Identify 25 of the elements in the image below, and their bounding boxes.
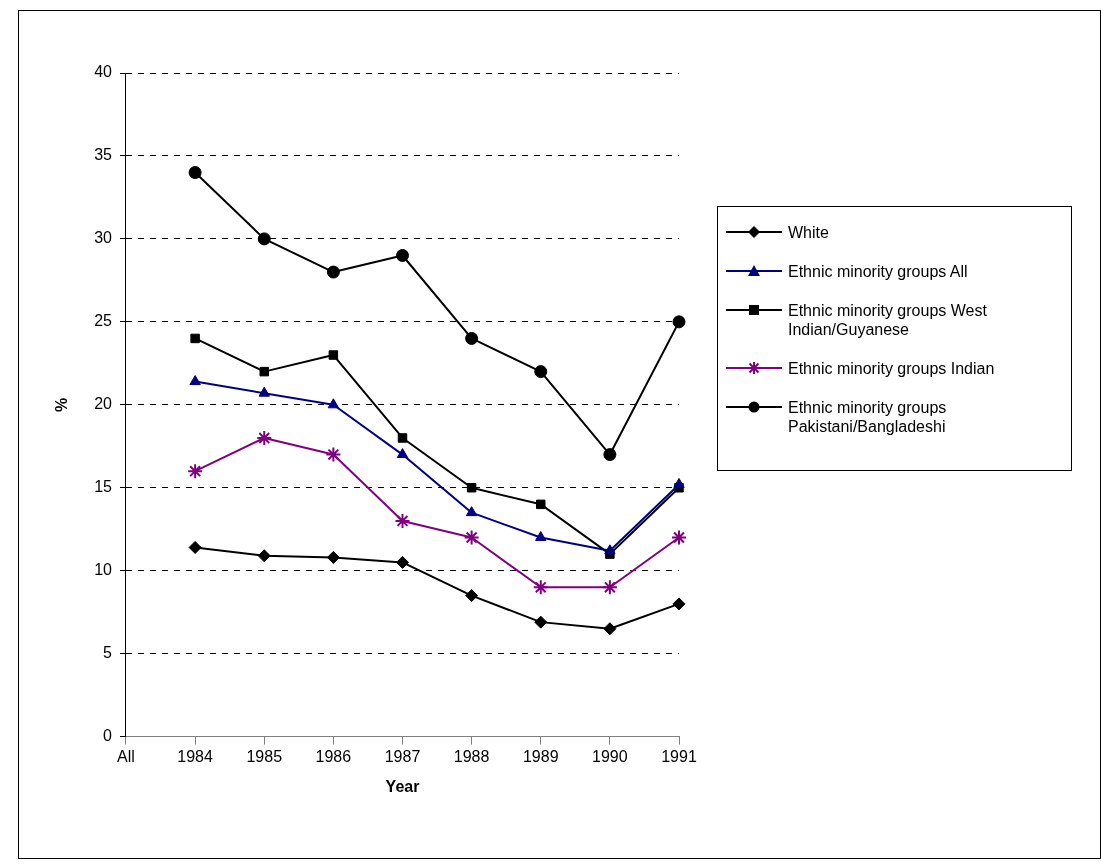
x-axis-title: Year [385, 777, 420, 795]
x-tick-label: All [117, 747, 135, 765]
legend-label: White [788, 223, 829, 242]
legend-label: Ethnic minority groups Pakistani/Bangladeshi [788, 398, 948, 436]
x-tick-label: 1987 [384, 747, 421, 765]
x-tick-label: 1988 [453, 747, 490, 765]
legend-label: Ethnic minority groups All [788, 262, 968, 281]
y-tick-label: 10 [94, 561, 113, 579]
x-tick-label: 1991 [661, 747, 697, 765]
x-tick-label: 1986 [315, 747, 352, 765]
x-tick-label: 1990 [592, 747, 628, 765]
x-tick-label: 1985 [246, 747, 283, 765]
y-tick-label: 35 [94, 146, 113, 164]
y-tick-label: 30 [94, 229, 113, 247]
y-tick-label: 0 [103, 727, 113, 745]
y-tick-label: 40 [94, 63, 113, 81]
y-tick-label: 20 [94, 395, 113, 413]
x-tick-label: 1989 [522, 747, 559, 765]
legend-label: Ethnic minority groups West Indian/Guyanese [788, 301, 988, 339]
x-tick-label: 1984 [177, 747, 214, 765]
y-tick-label: 25 [94, 312, 113, 330]
y-axis-title: % [53, 397, 71, 412]
legend-label: Ethnic minority groups Indian [788, 359, 995, 378]
y-tick-label: 5 [103, 644, 113, 662]
y-tick-label: 15 [94, 478, 113, 496]
